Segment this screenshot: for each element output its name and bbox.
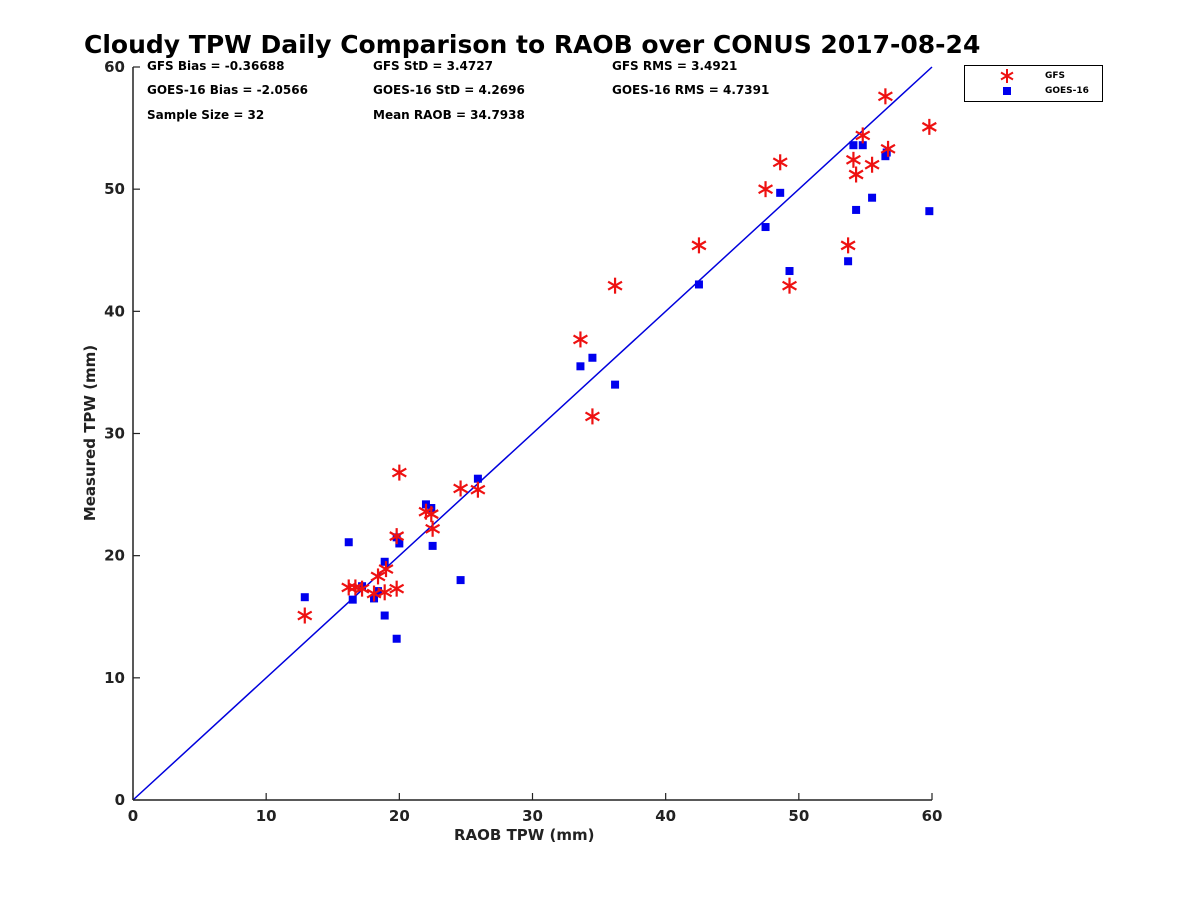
gfs-point xyxy=(425,520,441,537)
goes16-point xyxy=(776,188,785,197)
y-tick-label: 20 xyxy=(104,547,125,565)
gfs-point xyxy=(389,580,405,597)
gfs-point xyxy=(758,181,774,198)
goes16-point xyxy=(761,223,770,232)
x-tick-label: 40 xyxy=(655,807,676,825)
chart-title: Cloudy TPW Daily Comparison to RAOB over… xyxy=(84,30,981,59)
goes16-point xyxy=(611,380,620,389)
goes16-point xyxy=(380,611,389,620)
goes16-point xyxy=(380,557,389,566)
gfs-point xyxy=(877,88,893,105)
gfs-point xyxy=(354,580,370,597)
goes16-std-annotation: GOES-16 StD = 4.2696 xyxy=(373,83,525,97)
y-tick-label: 10 xyxy=(104,669,125,687)
goes16-point xyxy=(300,593,309,602)
plot-area xyxy=(132,66,933,801)
x-tick-label: 60 xyxy=(922,807,943,825)
legend: GFS GOES-16 xyxy=(964,65,1103,102)
goes16-point xyxy=(428,541,437,550)
goes16-point xyxy=(844,257,853,266)
y-axis-label: Measured TPW (mm) xyxy=(81,344,99,522)
mean-raob-annotation: Mean RAOB = 34.7938 xyxy=(373,108,525,122)
gfs-point xyxy=(921,118,937,135)
x-tick-label: 0 xyxy=(128,807,138,825)
gfs-point xyxy=(377,584,393,601)
gfs-point xyxy=(691,237,707,254)
y-tick-label: 40 xyxy=(104,302,125,320)
y-tick-label: 0 xyxy=(115,791,125,809)
x-tick-label: 50 xyxy=(788,807,809,825)
goes16-point xyxy=(576,362,585,371)
asterisk-icon xyxy=(1000,69,1014,83)
square-icon xyxy=(1003,87,1011,95)
gfs-point xyxy=(341,579,357,596)
gfs-point xyxy=(782,277,797,294)
gfs-point xyxy=(840,237,856,254)
goes16-point xyxy=(456,576,465,585)
x-axis-label: RAOB TPW (mm) xyxy=(454,826,595,844)
data-markers xyxy=(297,88,937,643)
goes16-rms-annotation: GOES-16 RMS = 4.7391 xyxy=(612,83,770,97)
goes16-point xyxy=(392,634,401,643)
x-tick-label: 30 xyxy=(522,807,543,825)
legend-item-goes16: GOES-16 xyxy=(965,83,1102,97)
goes16-point xyxy=(395,539,404,548)
gfs-point xyxy=(845,151,861,168)
axis-ticks: 0 10 20 30 40 50 60 0 10 20 30 40 50 60 xyxy=(104,58,942,825)
goes16-point xyxy=(852,205,861,214)
gfs-point xyxy=(470,481,486,498)
goes16-point xyxy=(858,141,867,150)
gfs-point xyxy=(389,528,405,545)
gfs-point xyxy=(607,277,623,294)
goes16-point xyxy=(785,267,794,276)
gfs-std-annotation: GFS StD = 3.4727 xyxy=(373,59,493,73)
goes16-point xyxy=(694,280,703,289)
y-tick-label: 60 xyxy=(104,58,125,76)
sample-size-annotation: Sample Size = 32 xyxy=(147,108,265,122)
gfs-point xyxy=(880,140,896,157)
gfs-point xyxy=(572,331,588,348)
gfs-point xyxy=(391,464,407,481)
goes16-bias-annotation: GOES-16 Bias = -2.0566 xyxy=(147,83,308,97)
x-tick-label: 10 xyxy=(256,807,277,825)
gfs-point xyxy=(772,154,788,171)
gfs-point xyxy=(370,568,386,585)
goes16-point xyxy=(849,141,858,150)
gfs-rms-annotation: GFS RMS = 3.4921 xyxy=(612,59,738,73)
gfs-point xyxy=(453,480,469,497)
gfs-point xyxy=(297,607,313,624)
goes16-point xyxy=(868,193,877,202)
gfs-point xyxy=(855,127,871,144)
y-tick-label: 50 xyxy=(104,180,125,198)
gfs-point xyxy=(423,506,439,523)
goes16-point xyxy=(344,538,353,547)
gfs-point xyxy=(584,408,600,425)
goes16-point xyxy=(588,353,597,362)
goes16-point xyxy=(925,207,934,216)
legend-label-gfs: GFS xyxy=(1045,71,1066,81)
legend-item-gfs: GFS xyxy=(965,68,1102,83)
x-tick-label: 20 xyxy=(389,807,410,825)
gfs-bias-annotation: GFS Bias = -0.36688 xyxy=(147,59,285,73)
gfs-point xyxy=(378,561,394,578)
reference-line xyxy=(132,66,933,801)
goes16-point xyxy=(473,474,482,483)
y-tick-label: 30 xyxy=(104,425,125,443)
gfs-point xyxy=(848,166,864,183)
legend-label-goes16: GOES-16 xyxy=(1045,86,1089,96)
goes16-point xyxy=(882,148,891,157)
goes16-point xyxy=(348,595,357,604)
gfs-point xyxy=(864,156,880,173)
